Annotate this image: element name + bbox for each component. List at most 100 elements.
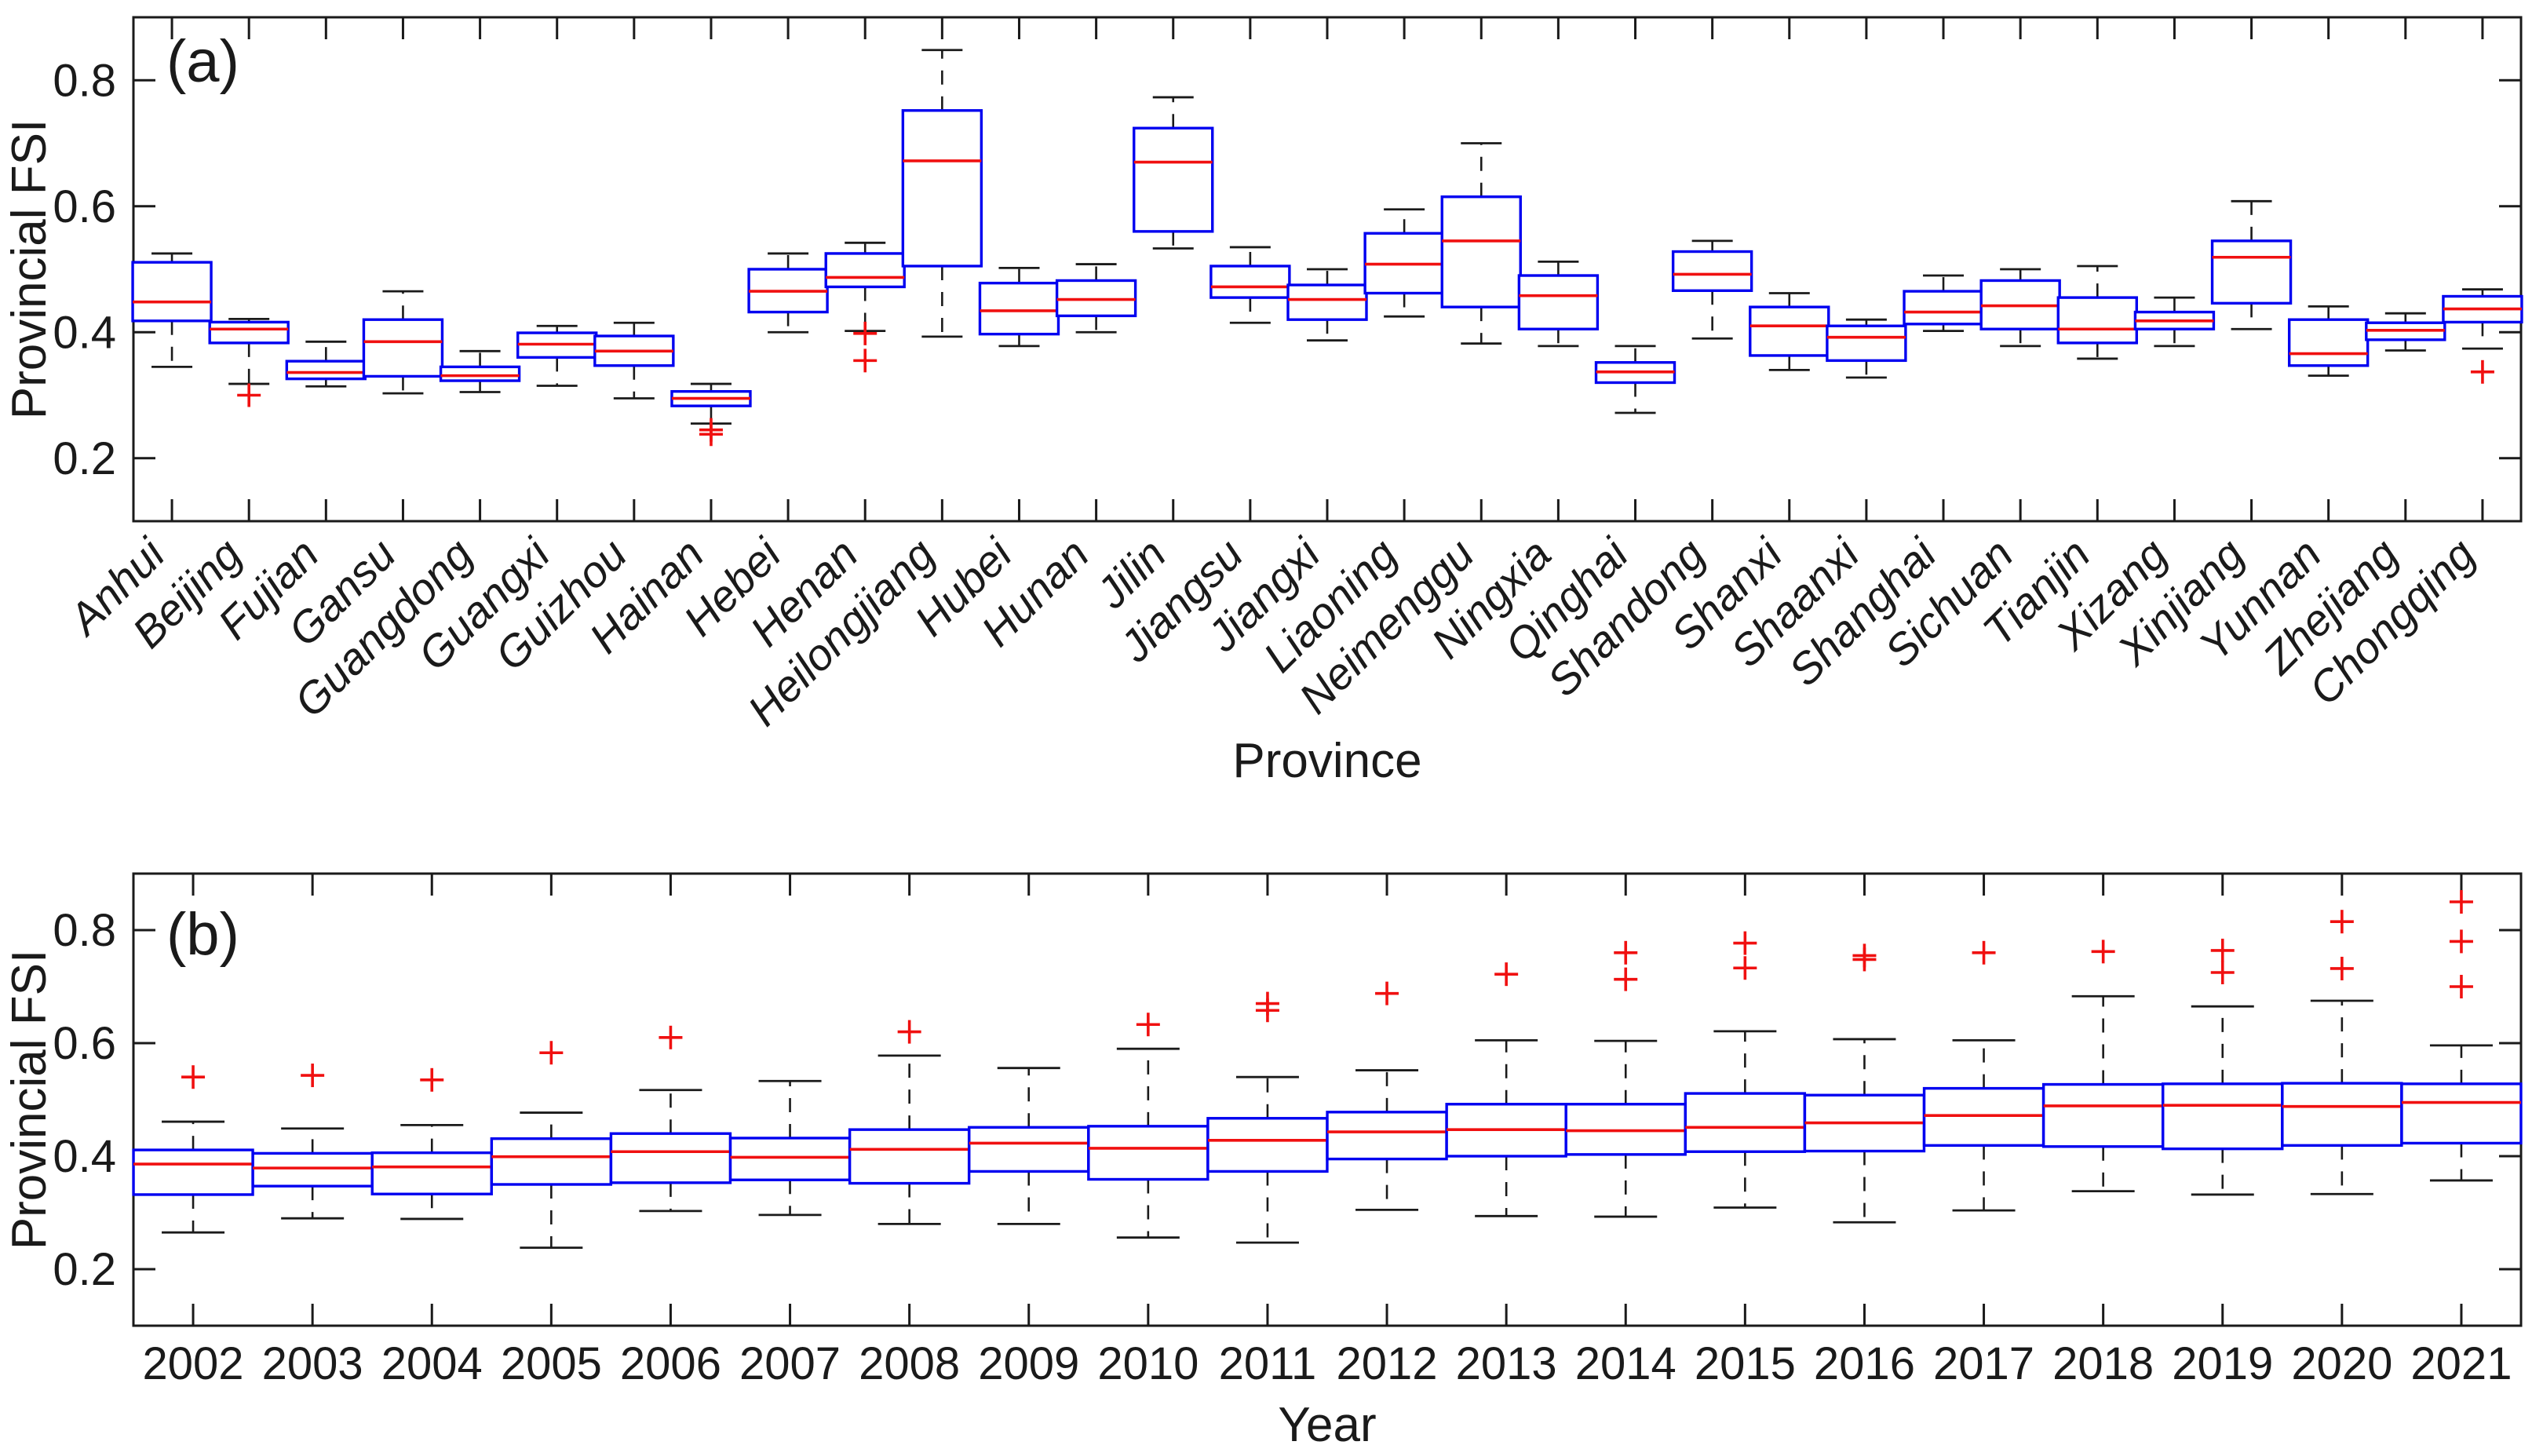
outlier-marker <box>897 1020 921 1044</box>
box-2011 <box>1206 991 1329 1244</box>
outlier-marker <box>1255 998 1279 1023</box>
box-jiangxi <box>1286 268 1368 342</box>
iqr-box <box>1749 305 1830 357</box>
x-category-label: 2010 <box>1097 1338 1199 1389</box>
x-category-label: 2008 <box>859 1338 960 1389</box>
y-tick-label: 0.4 <box>53 307 116 358</box>
box-2020 <box>2281 910 2403 1195</box>
iqr-box <box>1209 265 1291 299</box>
outlier-marker <box>2091 940 2115 964</box>
box-tianjin <box>2056 265 2138 360</box>
iqr-box <box>1133 126 1214 233</box>
iqr-box <box>824 252 906 289</box>
iqr-box <box>370 1151 493 1195</box>
box-2007 <box>728 1079 852 1217</box>
outlier-marker <box>659 1025 683 1049</box>
iqr-box <box>251 1151 374 1188</box>
box-2015 <box>1684 931 1807 1209</box>
x-category-label: 2005 <box>501 1338 602 1389</box>
iqr-box <box>439 365 521 382</box>
iqr-box <box>1517 274 1600 330</box>
iqr-box <box>285 359 367 381</box>
panel-letter: (b) <box>166 901 239 968</box>
iqr-box <box>490 1137 613 1186</box>
iqr-box <box>978 281 1060 336</box>
box-anhui <box>131 252 213 368</box>
iqr-box <box>1286 283 1368 321</box>
outlier-marker <box>2330 910 2354 934</box>
box-beijing <box>208 317 290 407</box>
x-category-label: 2011 <box>1219 1338 1317 1389</box>
panel-a: 0.20.40.60.8AnhuiBeijingFujianGansuGuang… <box>2 16 2523 788</box>
box-2006 <box>609 1025 732 1213</box>
iqr-box <box>901 109 983 268</box>
iqr-box <box>131 261 213 323</box>
x-category-label: 2018 <box>2052 1338 2154 1389</box>
box-chongqing <box>2442 288 2523 384</box>
y-axis-title: Provincial FSI <box>2 119 57 419</box>
box-hubei <box>978 266 1060 348</box>
outlier-marker <box>1375 981 1399 1005</box>
box-2012 <box>1326 981 1448 1211</box>
box-guangdong <box>439 349 521 393</box>
box-2008 <box>848 1020 971 1225</box>
box-2016 <box>1803 943 1926 1224</box>
outlier-marker <box>1614 940 1638 965</box>
y-axis-title: Provincial FSI <box>2 950 57 1250</box>
iqr-box <box>2400 1082 2523 1145</box>
x-axis-title: Province <box>1232 734 1421 788</box>
x-category-label: 2021 <box>2410 1338 2512 1389</box>
box-henan <box>824 241 906 373</box>
box-2019 <box>2162 938 2284 1196</box>
iqr-box <box>1671 250 1753 292</box>
box-2002 <box>132 1065 254 1234</box>
iqr-box <box>1440 195 1522 308</box>
y-tick-label: 0.6 <box>53 181 116 232</box>
box-ningxia <box>1517 260 1600 348</box>
iqr-box <box>132 1148 254 1196</box>
panel-letter: (a) <box>166 28 239 95</box>
outlier-marker <box>853 321 877 345</box>
y-tick-label: 0.4 <box>53 1131 116 1182</box>
iqr-box <box>2210 239 2293 305</box>
x-category-label: 2017 <box>1933 1338 2034 1389</box>
box-2017 <box>1922 940 2045 1212</box>
box-xizang <box>2133 296 2216 348</box>
iqr-box <box>1326 1111 1448 1161</box>
x-category-label: 2003 <box>262 1338 363 1389</box>
outlier-marker <box>2210 961 2235 984</box>
box-shanxi <box>1749 292 1830 371</box>
outlier-marker <box>1852 947 1877 972</box>
x-category-label: 2012 <box>1337 1338 1438 1389</box>
box-hunan <box>1055 263 1137 334</box>
x-category-label: 2007 <box>739 1338 841 1389</box>
box-heilongjiang <box>901 49 983 338</box>
x-category-label: 2013 <box>1456 1338 1557 1389</box>
box-2014 <box>1564 940 1687 1218</box>
x-category-label: 2004 <box>381 1338 483 1389</box>
box-guangxi <box>516 324 598 387</box>
box-2010 <box>1087 1013 1209 1239</box>
iqr-box <box>1087 1125 1209 1181</box>
outlier-marker <box>301 1064 325 1088</box>
outlier-marker <box>2470 359 2494 384</box>
outlier-marker <box>2449 890 2473 914</box>
x-category-label: 2016 <box>1814 1338 1915 1389</box>
box-sichuan <box>1979 268 2061 348</box>
box-zhejiang <box>2365 312 2446 352</box>
iqr-box <box>1684 1092 1807 1153</box>
box-2003 <box>251 1064 374 1220</box>
iqr-box <box>2162 1082 2284 1151</box>
outlier-marker <box>1972 940 1996 965</box>
box-qinghai <box>1594 345 1676 414</box>
box-guizhou <box>593 321 675 400</box>
box-2013 <box>1445 962 1567 1217</box>
outlier-marker <box>2449 929 2473 954</box>
outlier-marker <box>853 348 877 373</box>
iqr-box <box>1206 1117 1329 1173</box>
x-category-label: 2006 <box>620 1338 721 1389</box>
outlier-marker <box>1733 956 1757 980</box>
iqr-box <box>362 318 444 378</box>
x-axis-title: Year <box>1278 1398 1376 1452</box>
